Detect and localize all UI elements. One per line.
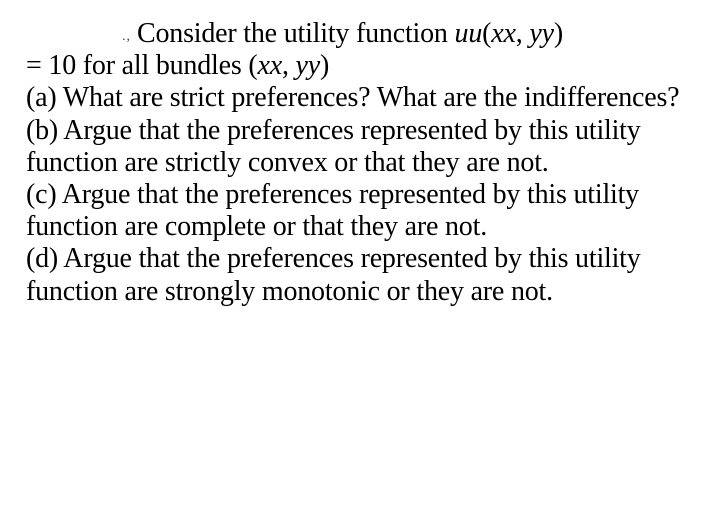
comma-2: , [282,50,296,81]
paren-open: ( [482,18,491,49]
problem-text: .,Consider the utility function uu(xx, y… [0,0,717,326]
part-b: (b) Argue that the preferences represent… [26,115,695,179]
prefix-symbol: ., [26,29,137,45]
line-2: = 10 for all bundles (xx, yy) [26,50,695,82]
var-yy-2: yy [296,50,320,81]
paren-close-2: ) [320,50,329,81]
intro-text: Consider the utility function [137,18,455,49]
var-uu: uu [455,18,483,49]
paren-close-1: ) [554,18,563,49]
comma-1: , [516,18,530,49]
bundles-text: = 10 for all bundles ( [26,50,257,81]
part-d: (d) Argue that the preferences represent… [26,243,695,307]
var-xx-2: xx [257,50,281,81]
line-1: .,Consider the utility function uu(xx, y… [26,18,695,50]
var-xx-1: xx [491,18,515,49]
part-a: (a) What are strict preferences? What ar… [26,82,695,114]
var-yy-1: yy [529,18,553,49]
part-c: (c) Argue that the preferences represent… [26,179,695,243]
